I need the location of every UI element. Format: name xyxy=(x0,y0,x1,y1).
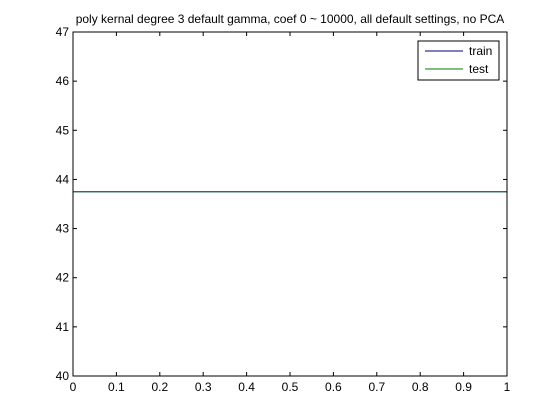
x-tick-label: 1 xyxy=(504,380,511,394)
y-tick-label: 45 xyxy=(56,123,70,137)
plot-frame xyxy=(72,31,508,377)
y-tick-label: 47 xyxy=(56,25,70,39)
x-tick-label: 0.3 xyxy=(195,380,212,394)
x-tick-label: 0 xyxy=(70,380,77,394)
plot-area xyxy=(73,32,507,376)
legend: train test xyxy=(417,40,500,81)
chart-title: poly kernal degree 3 default gamma, coef… xyxy=(76,12,505,26)
x-tick-label: 0.4 xyxy=(238,380,255,394)
x-tick-label: 0.2 xyxy=(151,380,168,394)
x-tick-label: 0.9 xyxy=(455,380,472,394)
legend-box xyxy=(417,40,500,81)
y-tick-label: 40 xyxy=(56,369,70,383)
y-tick-label: 41 xyxy=(56,320,70,334)
x-tick-label: 0.1 xyxy=(108,380,125,394)
legend-label-test: test xyxy=(469,62,489,76)
legend-label-train: train xyxy=(469,44,492,58)
y-tick-label: 43 xyxy=(56,222,70,236)
y-tick-label: 46 xyxy=(56,74,70,88)
y-tick-label: 44 xyxy=(56,172,70,186)
x-tick-label: 0.5 xyxy=(282,380,299,394)
y-tick-label: 42 xyxy=(56,271,70,285)
axis-ticks: 0 0.1 0.2 0.3 0.4 0.5 0.6 0.7 0.8 0.9 1 40 41 42 43 44 4… xyxy=(56,25,511,394)
x-tick-label: 0.8 xyxy=(412,380,429,394)
x-tick-label: 0.7 xyxy=(368,380,385,394)
x-tick-label: 0.6 xyxy=(325,380,342,394)
